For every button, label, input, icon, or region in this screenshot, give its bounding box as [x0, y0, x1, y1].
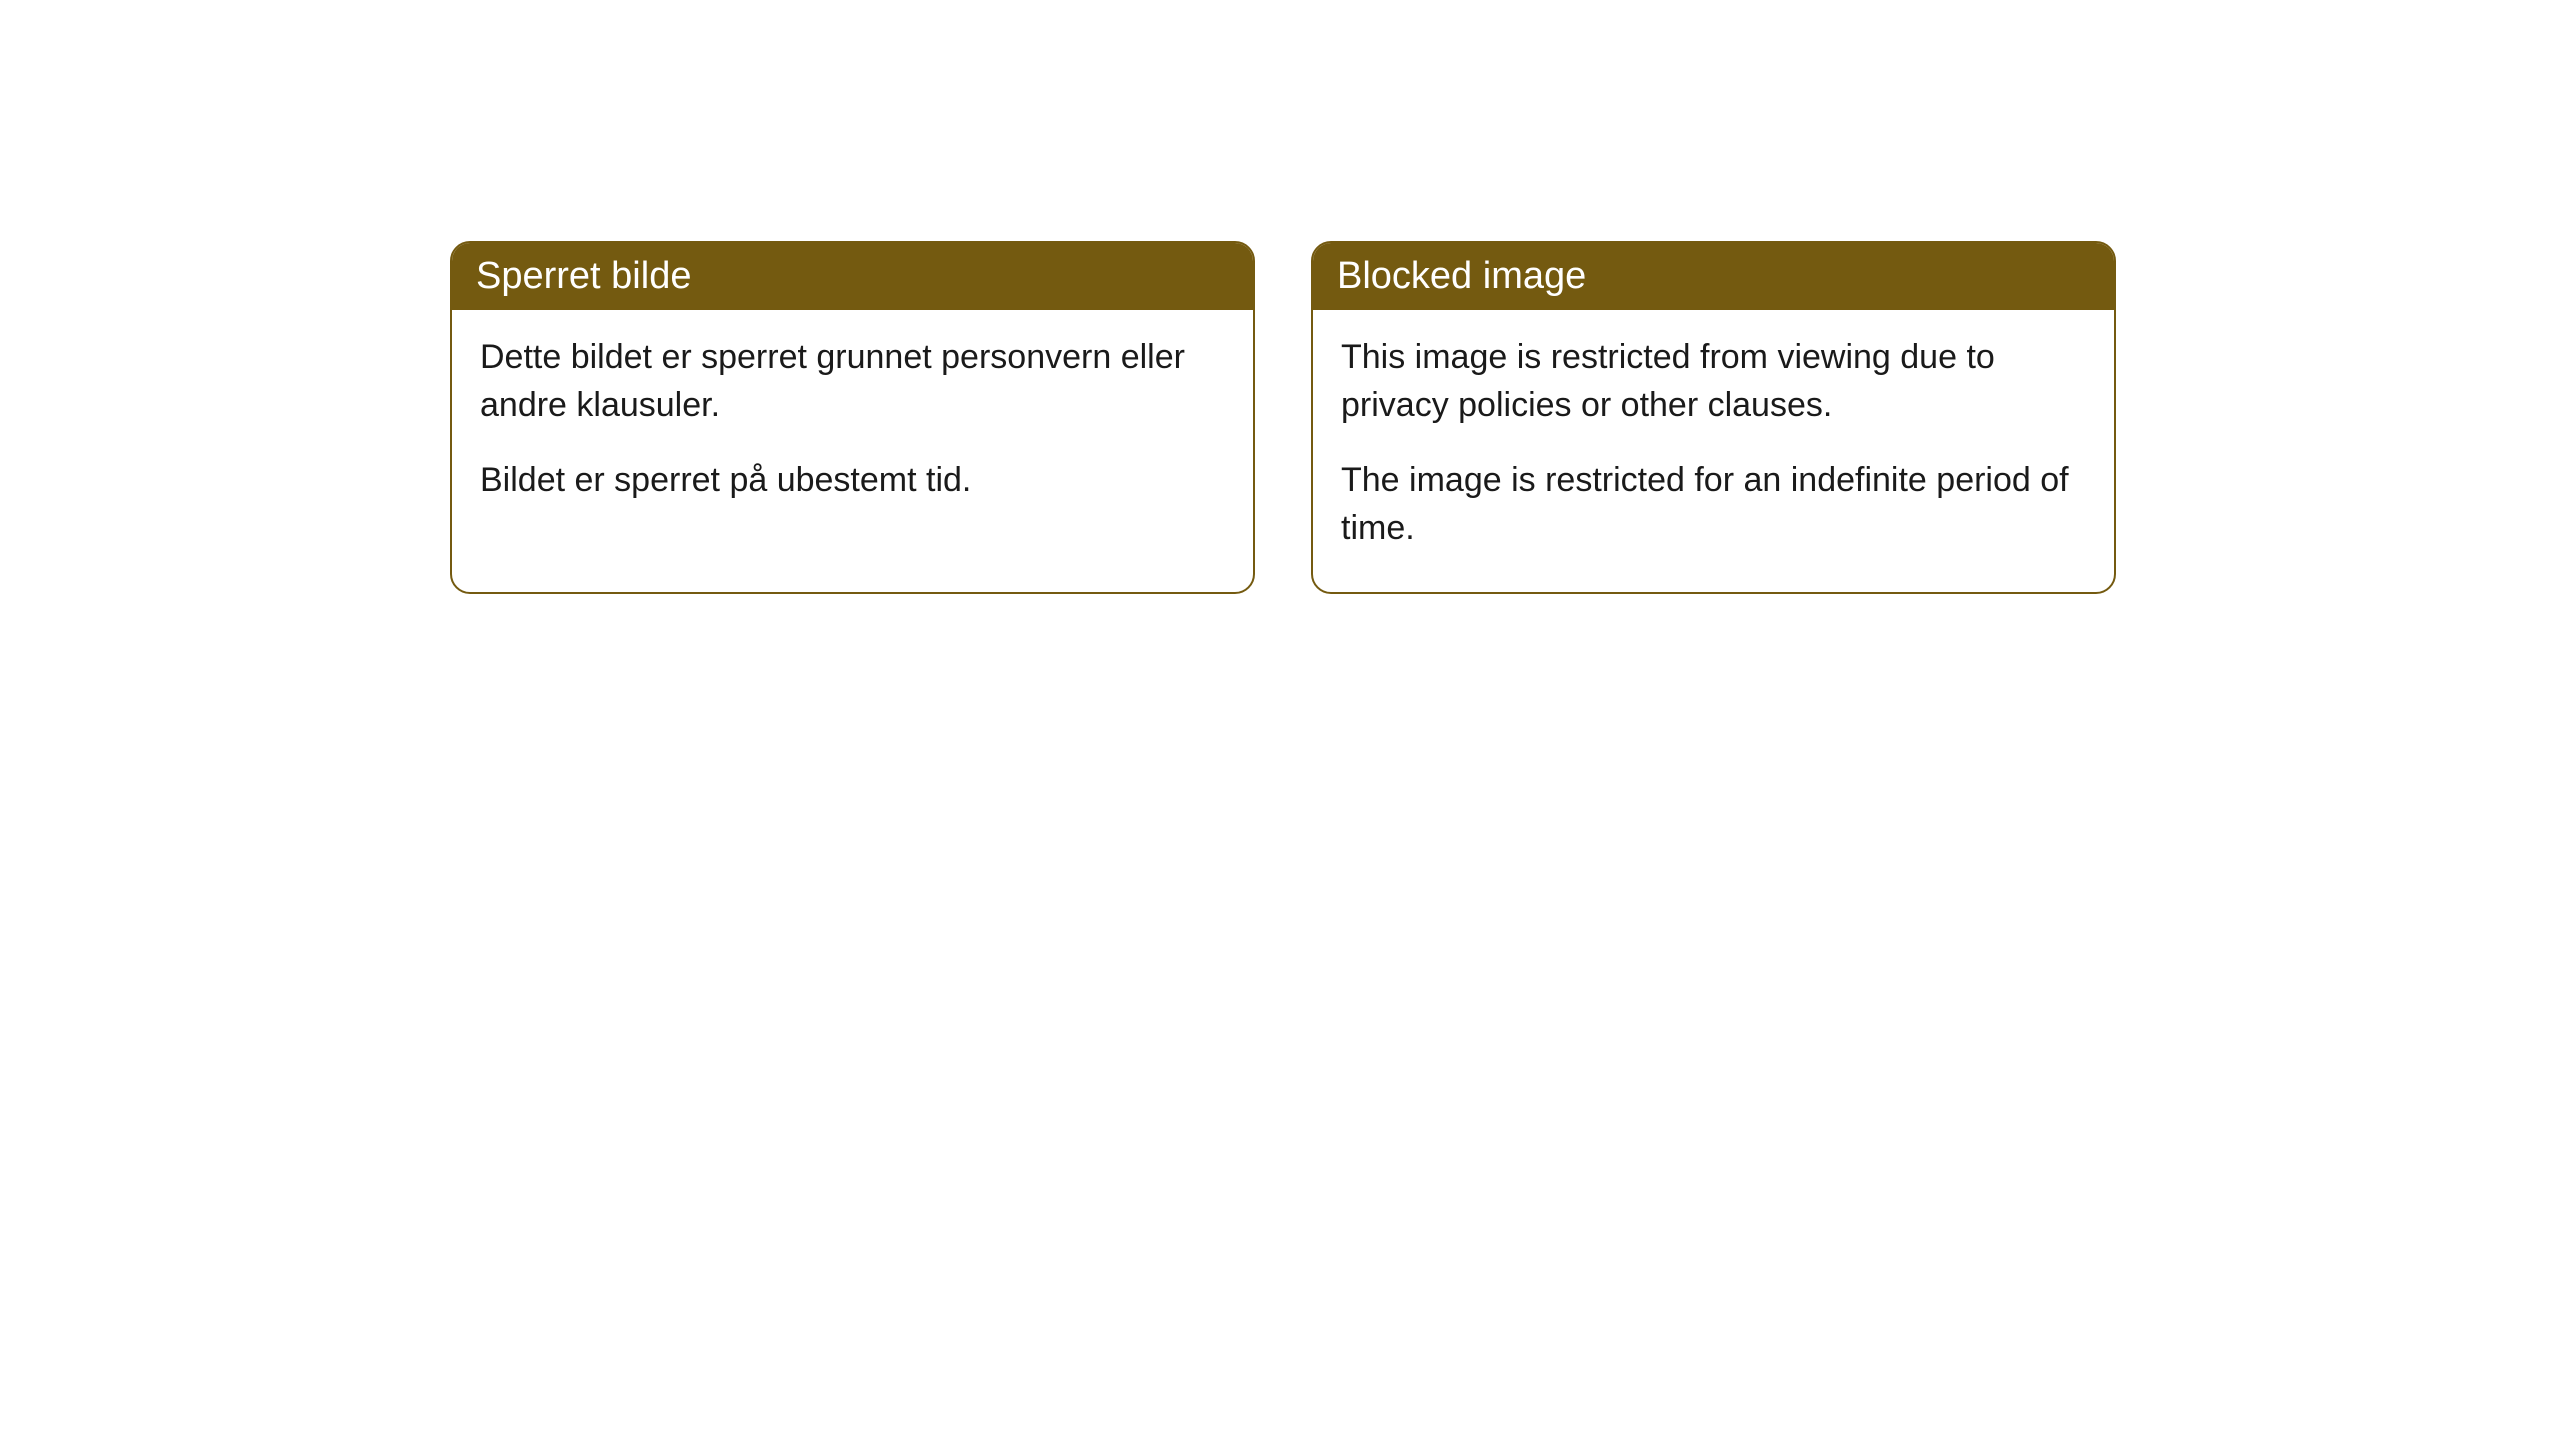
card-body-english: This image is restricted from viewing du…: [1313, 310, 2114, 592]
card-title-english: Blocked image: [1337, 255, 1586, 297]
card-paragraph1-norwegian: Dette bildet er sperret grunnet personve…: [480, 334, 1225, 429]
card-english: Blocked image This image is restricted f…: [1311, 241, 2116, 594]
card-header-norwegian: Sperret bilde: [452, 243, 1253, 310]
card-paragraph1-english: This image is restricted from viewing du…: [1341, 334, 2086, 429]
card-title-norwegian: Sperret bilde: [476, 255, 691, 297]
card-body-norwegian: Dette bildet er sperret grunnet personve…: [452, 310, 1253, 545]
card-paragraph2-norwegian: Bildet er sperret på ubestemt tid.: [480, 457, 1225, 505]
notice-cards-container: Sperret bilde Dette bildet er sperret gr…: [450, 241, 2116, 594]
card-header-english: Blocked image: [1313, 243, 2114, 310]
card-paragraph2-english: The image is restricted for an indefinit…: [1341, 457, 2086, 552]
card-norwegian: Sperret bilde Dette bildet er sperret gr…: [450, 241, 1255, 594]
